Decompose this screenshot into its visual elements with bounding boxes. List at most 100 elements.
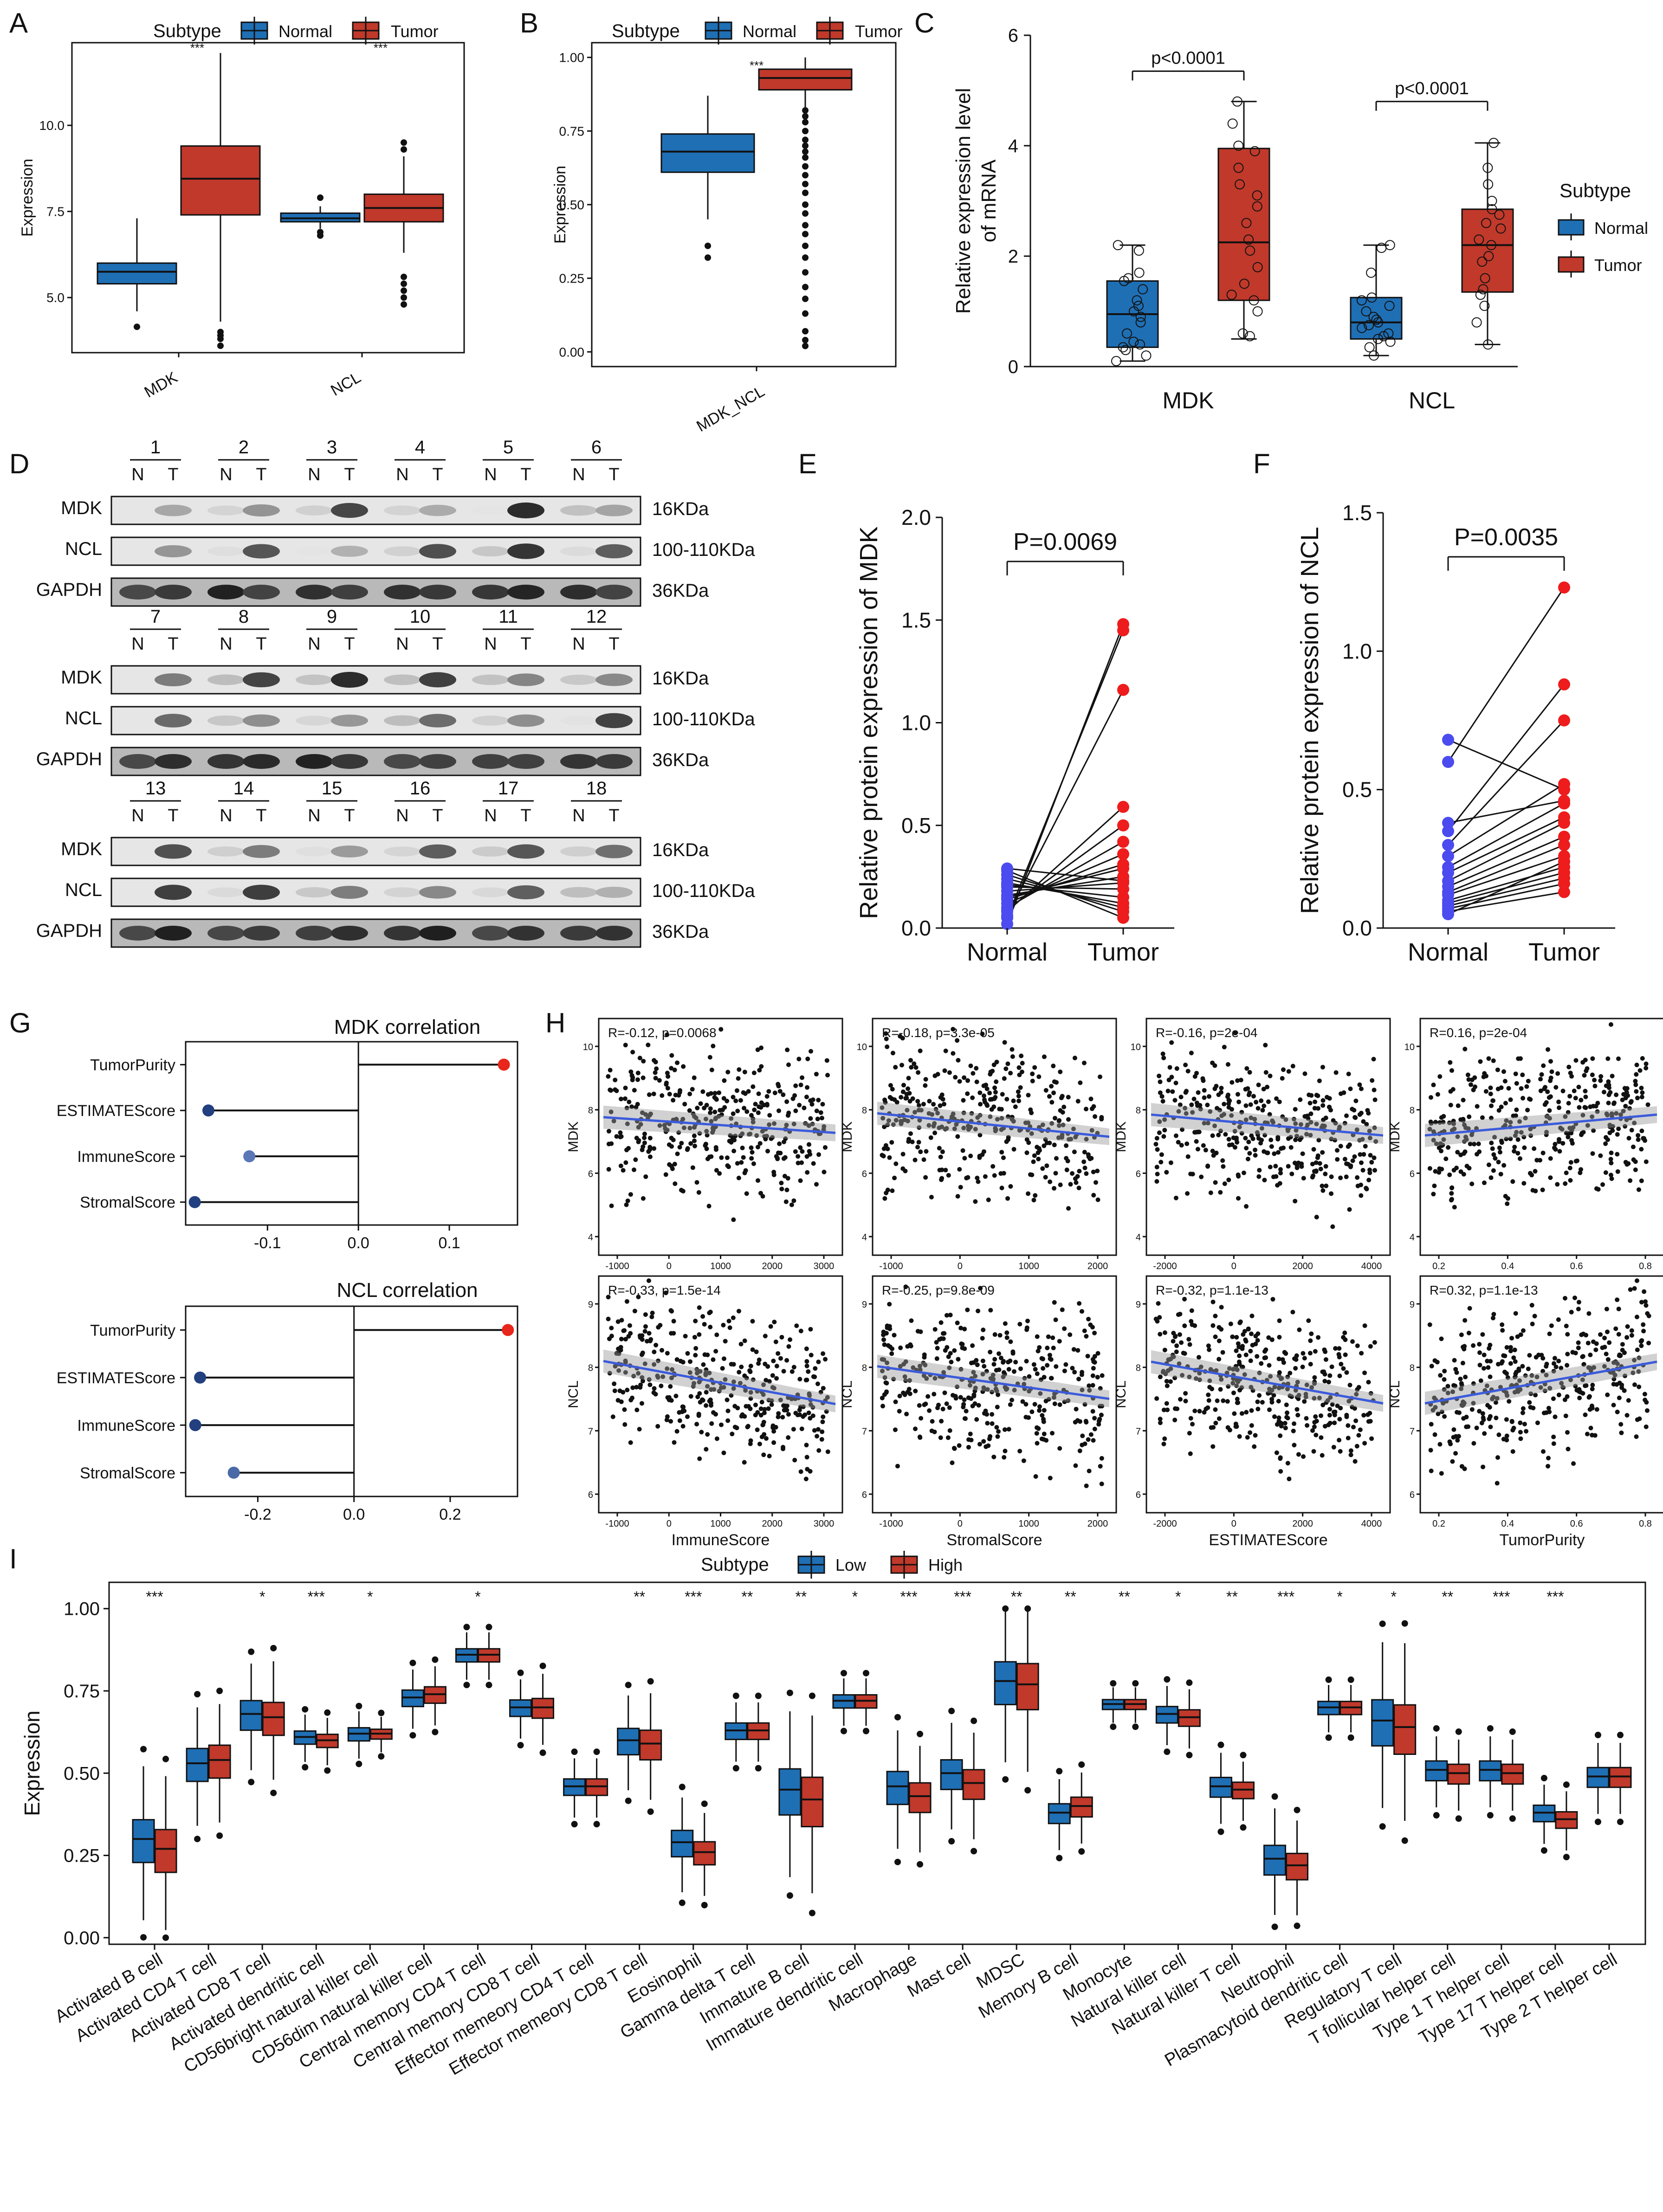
panel-h-point bbox=[642, 1131, 647, 1136]
panel-h-point bbox=[1488, 1425, 1493, 1430]
panel-h-point bbox=[630, 1050, 635, 1055]
panel-h-point bbox=[1471, 1381, 1476, 1386]
panel-h-point bbox=[1173, 1334, 1178, 1339]
panel-h-point bbox=[1049, 1100, 1055, 1105]
panel-h-point bbox=[1274, 1174, 1279, 1179]
panel-h-point bbox=[1274, 1096, 1279, 1101]
panel-h-point bbox=[1046, 1334, 1051, 1339]
panel-h-point bbox=[1623, 1103, 1628, 1109]
panel-h-point bbox=[651, 1091, 656, 1096]
panel-h-point bbox=[982, 1097, 987, 1103]
panel-h-point bbox=[642, 1140, 647, 1145]
panel-i-box-high-box bbox=[208, 1744, 231, 1779]
panel-h-point bbox=[1221, 1164, 1226, 1169]
panel-h-point bbox=[1077, 1448, 1082, 1453]
panel-h-point bbox=[1214, 1150, 1219, 1155]
panel-h-point bbox=[1566, 1064, 1572, 1070]
panel-h-xlabel: StromalScore bbox=[947, 1531, 1042, 1549]
blot-membrane-ncl bbox=[110, 877, 641, 907]
panel-h-point bbox=[657, 1123, 662, 1128]
panel-h-point bbox=[1098, 1386, 1103, 1391]
panel-h-point bbox=[642, 1361, 647, 1366]
panel-h-point bbox=[1341, 1090, 1346, 1095]
panel-h-point bbox=[916, 1103, 921, 1108]
panel-h-point bbox=[748, 1441, 753, 1446]
panel-h-point bbox=[901, 1361, 906, 1367]
panel-h-point bbox=[1327, 1373, 1333, 1378]
panel-h-point bbox=[922, 1352, 927, 1357]
panel-i-significance: * bbox=[852, 1588, 858, 1605]
panel-h-point bbox=[618, 1135, 623, 1140]
panel-h-point bbox=[912, 1061, 917, 1066]
panel-h-point bbox=[784, 1122, 789, 1128]
panel-h-point bbox=[621, 1168, 626, 1173]
panel-h-point bbox=[936, 1402, 941, 1407]
panel-h-point bbox=[955, 1384, 960, 1389]
panel-h-point bbox=[676, 1130, 681, 1135]
panel-h-point bbox=[749, 1145, 754, 1150]
panel-h-point bbox=[640, 1350, 645, 1355]
panel-h-point bbox=[786, 1344, 791, 1349]
panel-h-point bbox=[882, 1342, 887, 1347]
panel-i-box-low-outlier bbox=[1379, 1620, 1386, 1627]
panel-c-point bbox=[1227, 118, 1238, 129]
panel-h-point bbox=[1327, 1407, 1333, 1412]
panel-h-xtick-label: -2000 bbox=[1153, 1519, 1177, 1529]
panel-h-point bbox=[711, 1410, 716, 1415]
panel-h-point bbox=[1068, 1136, 1074, 1141]
panel-h-point bbox=[1038, 1377, 1043, 1382]
panel-h-point bbox=[993, 1127, 998, 1132]
panel-b-significance: *** bbox=[750, 58, 764, 72]
panel-a-box-tumor-NCL-outlier bbox=[401, 273, 407, 280]
panel-a-box-tumor-NCL-outlier bbox=[401, 146, 407, 153]
panel-h-point bbox=[1370, 1078, 1375, 1083]
panel-h-point bbox=[673, 1181, 678, 1186]
panel-h-point bbox=[1062, 1399, 1067, 1404]
panel-h-point bbox=[1585, 1341, 1591, 1346]
panel-h-point bbox=[665, 1366, 670, 1371]
panel-b-box-tumor-outlier bbox=[802, 148, 809, 155]
panel-h-point bbox=[735, 1161, 740, 1166]
panel-h-point bbox=[816, 1359, 821, 1364]
panel-h-point bbox=[1610, 1073, 1615, 1078]
panel-h-point bbox=[1583, 1383, 1588, 1388]
panel-h-point bbox=[1462, 1139, 1467, 1144]
panel-h-point bbox=[1249, 1133, 1254, 1138]
panel-h-point bbox=[1535, 1420, 1540, 1425]
panel-h-point bbox=[1012, 1387, 1017, 1393]
panel-h-point bbox=[1027, 1374, 1032, 1379]
panel-h-point bbox=[1214, 1368, 1219, 1373]
panel-h-point bbox=[700, 1089, 705, 1094]
panel-h-point bbox=[995, 1405, 1000, 1410]
panel-h-point bbox=[809, 1102, 815, 1107]
panel-h-point bbox=[1225, 1399, 1230, 1404]
panel-h-point bbox=[1074, 1180, 1079, 1185]
panel-h-point bbox=[1235, 1140, 1240, 1145]
panel-h-xtick-label: 1000 bbox=[1018, 1261, 1039, 1271]
panel-i-box-high-outlier bbox=[971, 1848, 977, 1855]
panel-h-point bbox=[1530, 1322, 1535, 1327]
panel-h-point bbox=[813, 1366, 818, 1371]
panel-i-box-high-box bbox=[531, 1697, 555, 1719]
panel-h-point bbox=[1460, 1361, 1465, 1366]
panel-h-fit-line bbox=[603, 1360, 836, 1406]
panel-i-box-high-outlier bbox=[485, 1682, 492, 1689]
panel-h-point bbox=[663, 1172, 668, 1177]
panel-h-point bbox=[1026, 1191, 1031, 1196]
panel-h-point bbox=[789, 1202, 794, 1207]
panel-h-point bbox=[1333, 1070, 1339, 1075]
panel-h-point bbox=[1157, 1119, 1162, 1124]
panel-h-point bbox=[761, 1452, 766, 1457]
panel-h-xtick-label: -1000 bbox=[605, 1261, 629, 1271]
panel-i-legend-title: Subtype bbox=[701, 1554, 769, 1575]
panel-h-point bbox=[1576, 1300, 1581, 1305]
panel-h-point bbox=[1435, 1092, 1440, 1097]
panel-h-point bbox=[1318, 1167, 1323, 1172]
panel-h-point bbox=[1178, 1311, 1183, 1316]
panel-h-point bbox=[624, 1148, 629, 1153]
panel-i-box-high-outlier bbox=[432, 1656, 439, 1663]
panel-h-point bbox=[800, 1075, 805, 1080]
panel-h-point bbox=[992, 1173, 997, 1178]
panel-h-point bbox=[1077, 1301, 1082, 1306]
panel-i-box-low-box bbox=[239, 1700, 263, 1731]
